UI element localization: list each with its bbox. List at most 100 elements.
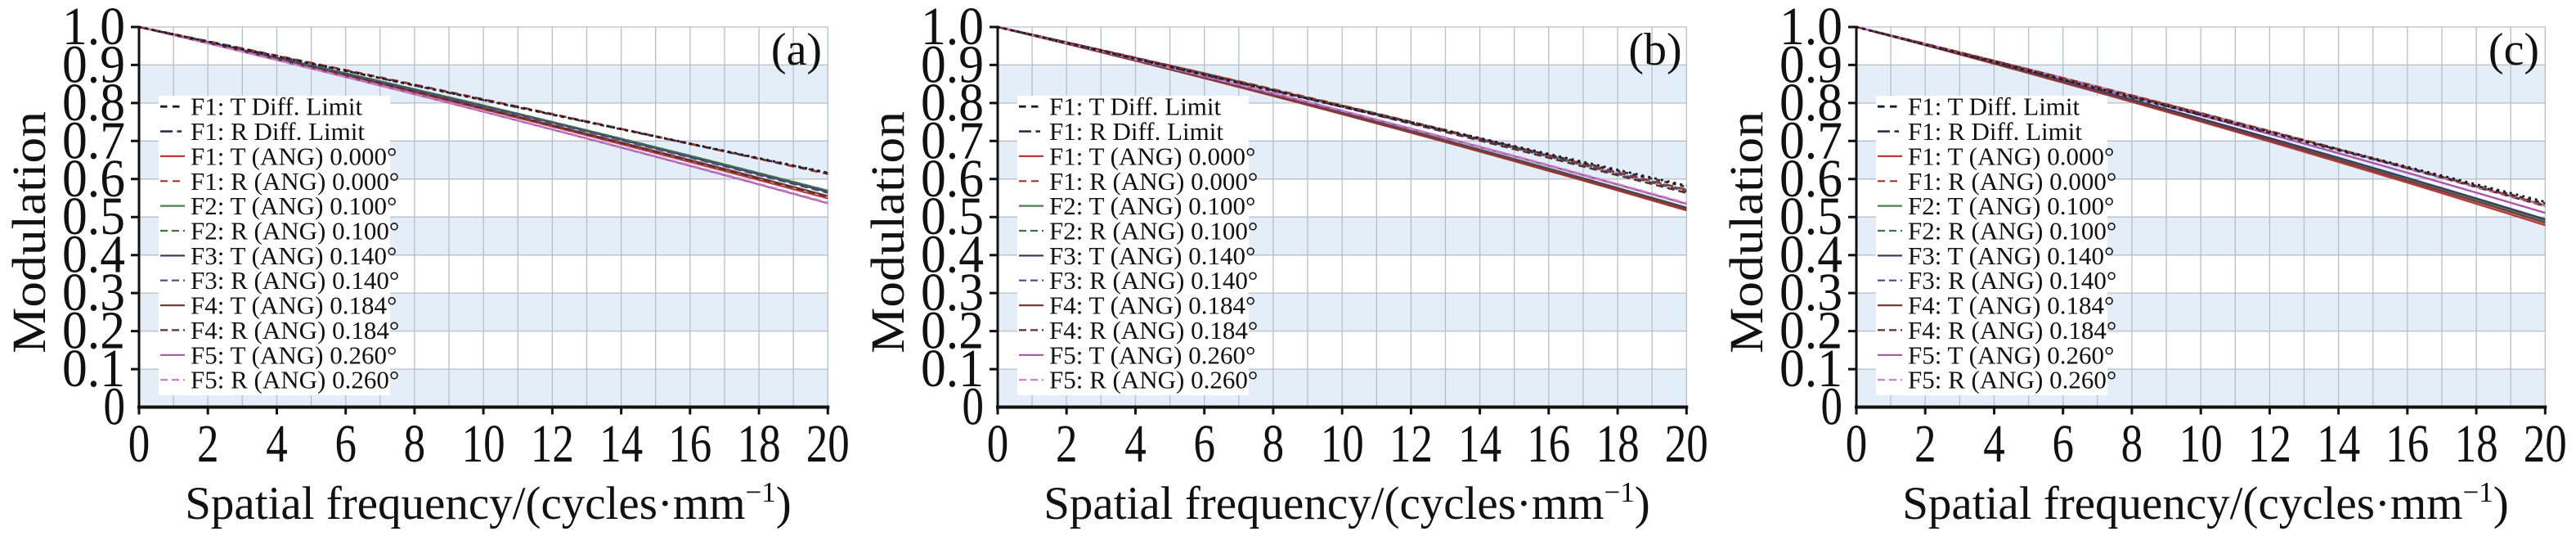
svg-text:F3: T (ANG) 0.140°: F3: T (ANG) 0.140° <box>1049 241 1255 270</box>
svg-text:F5: R (ANG) 0.260°: F5: R (ANG) 0.260° <box>1908 366 2116 394</box>
svg-text:F2: T (ANG) 0.100°: F2: T (ANG) 0.100° <box>191 191 397 220</box>
svg-text:0.6: 0.6 <box>921 149 984 209</box>
svg-text:20: 20 <box>806 414 850 474</box>
svg-text:2: 2 <box>197 414 219 474</box>
svg-text:12: 12 <box>1389 414 1433 474</box>
svg-text:0.4: 0.4 <box>1779 225 1842 285</box>
svg-text:F2: T (ANG) 0.100°: F2: T (ANG) 0.100° <box>1908 191 2114 220</box>
svg-text:F1: T (ANG) 0.000°: F1: T (ANG) 0.000° <box>1908 142 2114 170</box>
svg-text:(a): (a) <box>771 25 822 75</box>
svg-text:(b): (b) <box>1628 25 1681 75</box>
svg-text:0.7: 0.7 <box>921 110 984 170</box>
svg-text:16: 16 <box>668 414 711 474</box>
svg-text:Spatial frequency/(cycles·mm−1: Spatial frequency/(cycles·mm−1) <box>1902 476 2509 529</box>
svg-text:18: 18 <box>738 414 781 474</box>
svg-text:F1: T Diff. Limit: F1: T Diff. Limit <box>1049 92 1222 121</box>
svg-text:F5: R (ANG) 0.260°: F5: R (ANG) 0.260° <box>1049 366 1258 394</box>
svg-text:16: 16 <box>2385 414 2429 474</box>
svg-text:F1: R (ANG) 0.000°: F1: R (ANG) 0.000° <box>1049 167 1258 196</box>
svg-text:F1: R Diff. Limit: F1: R Diff. Limit <box>1908 117 2082 146</box>
svg-text:0.6: 0.6 <box>1779 149 1842 209</box>
svg-text:4: 4 <box>1124 414 1147 474</box>
svg-text:Spatial frequency/(cycles·mm−1: Spatial frequency/(cycles·mm−1) <box>1043 476 1650 529</box>
svg-text:F3: T (ANG) 0.140°: F3: T (ANG) 0.140° <box>1908 241 2114 270</box>
svg-text:F1: T Diff. Limit: F1: T Diff. Limit <box>191 92 363 121</box>
svg-text:Modulation: Modulation <box>1720 111 1773 354</box>
svg-text:2: 2 <box>1056 414 1078 474</box>
svg-text:0: 0 <box>104 377 126 437</box>
svg-text:0.9: 0.9 <box>62 34 125 94</box>
svg-text:0.9: 0.9 <box>1779 34 1842 94</box>
svg-text:8: 8 <box>1263 414 1285 474</box>
svg-text:0.8: 0.8 <box>1779 73 1842 133</box>
svg-text:14: 14 <box>1458 414 1501 474</box>
svg-text:0.8: 0.8 <box>62 73 125 133</box>
svg-text:F1: T (ANG) 0.000°: F1: T (ANG) 0.000° <box>1049 142 1255 170</box>
svg-text:0.7: 0.7 <box>62 110 125 170</box>
svg-text:20: 20 <box>1665 414 1708 474</box>
svg-text:0.2: 0.2 <box>62 301 125 361</box>
svg-text:F4: R (ANG) 0.184°: F4: R (ANG) 0.184° <box>1908 316 2116 345</box>
svg-text:1.0: 1.0 <box>1779 0 1842 56</box>
svg-text:F5: T (ANG) 0.260°: F5: T (ANG) 0.260° <box>1908 340 2114 369</box>
svg-text:1.0: 1.0 <box>921 0 984 56</box>
svg-text:4: 4 <box>266 414 288 474</box>
svg-text:(c): (c) <box>2488 25 2539 75</box>
svg-text:1.0: 1.0 <box>62 0 125 56</box>
svg-text:0.5: 0.5 <box>1779 187 1842 246</box>
svg-text:10: 10 <box>462 414 505 474</box>
svg-text:12: 12 <box>2248 414 2291 474</box>
svg-text:F1: R (ANG) 0.000°: F1: R (ANG) 0.000° <box>1908 167 2116 196</box>
svg-text:0: 0 <box>987 414 1009 474</box>
svg-text:0: 0 <box>963 377 985 437</box>
svg-text:18: 18 <box>1596 414 1640 474</box>
svg-text:F1: R Diff. Limit: F1: R Diff. Limit <box>1049 117 1223 146</box>
svg-text:0.4: 0.4 <box>62 225 125 285</box>
svg-text:F5: T (ANG) 0.260°: F5: T (ANG) 0.260° <box>191 340 397 369</box>
svg-text:0.1: 0.1 <box>62 339 125 399</box>
svg-text:Spatial frequency/(cycles·mm−1: Spatial frequency/(cycles·mm−1) <box>185 476 792 529</box>
svg-text:F2: R (ANG) 0.100°: F2: R (ANG) 0.100° <box>1049 217 1258 245</box>
svg-text:F5: R (ANG) 0.260°: F5: R (ANG) 0.260° <box>191 366 399 394</box>
svg-text:14: 14 <box>2317 414 2360 474</box>
svg-text:0.4: 0.4 <box>921 225 984 285</box>
svg-text:F2: T (ANG) 0.100°: F2: T (ANG) 0.100° <box>1049 191 1255 220</box>
svg-text:F4: T (ANG) 0.184°: F4: T (ANG) 0.184° <box>191 291 397 320</box>
svg-text:10: 10 <box>1321 414 1364 474</box>
svg-text:0.5: 0.5 <box>921 187 984 246</box>
svg-text:10: 10 <box>2179 414 2223 474</box>
svg-text:0.1: 0.1 <box>921 339 984 399</box>
svg-text:14: 14 <box>599 414 643 474</box>
svg-text:8: 8 <box>2121 414 2143 474</box>
svg-text:0: 0 <box>1846 414 1868 474</box>
svg-text:F2: R (ANG) 0.100°: F2: R (ANG) 0.100° <box>191 217 399 245</box>
svg-text:F2: R (ANG) 0.100°: F2: R (ANG) 0.100° <box>1908 217 2116 245</box>
svg-text:F4: T (ANG) 0.184°: F4: T (ANG) 0.184° <box>1908 291 2114 320</box>
svg-text:F1: T (ANG) 0.000°: F1: T (ANG) 0.000° <box>191 142 397 170</box>
svg-text:0.8: 0.8 <box>921 73 984 133</box>
svg-text:16: 16 <box>1527 414 1570 474</box>
svg-text:0.3: 0.3 <box>1779 263 1842 322</box>
svg-text:6: 6 <box>334 414 357 474</box>
svg-text:0: 0 <box>128 414 150 474</box>
svg-text:F5: T (ANG) 0.260°: F5: T (ANG) 0.260° <box>1049 340 1255 369</box>
svg-text:0.2: 0.2 <box>921 301 984 361</box>
svg-text:2: 2 <box>1914 414 1936 474</box>
svg-text:0.9: 0.9 <box>921 34 984 94</box>
svg-text:0: 0 <box>1821 377 1843 437</box>
svg-text:18: 18 <box>2455 414 2498 474</box>
svg-text:6: 6 <box>2052 414 2074 474</box>
svg-text:F3: T (ANG) 0.140°: F3: T (ANG) 0.140° <box>191 241 397 270</box>
svg-text:0.3: 0.3 <box>62 263 125 322</box>
svg-text:0.5: 0.5 <box>62 187 125 246</box>
svg-text:F3: R (ANG) 0.140°: F3: R (ANG) 0.140° <box>1049 266 1258 295</box>
svg-text:12: 12 <box>531 414 574 474</box>
svg-text:Modulation: Modulation <box>2 111 56 354</box>
svg-text:F1: R (ANG) 0.000°: F1: R (ANG) 0.000° <box>191 167 399 196</box>
svg-text:F4: T (ANG) 0.184°: F4: T (ANG) 0.184° <box>1049 291 1255 320</box>
svg-text:0.6: 0.6 <box>62 149 125 209</box>
svg-text:0.2: 0.2 <box>1779 301 1842 361</box>
svg-text:F1: R Diff. Limit: F1: R Diff. Limit <box>191 117 365 146</box>
svg-text:Modulation: Modulation <box>861 111 914 354</box>
svg-text:F4: R (ANG) 0.184°: F4: R (ANG) 0.184° <box>191 316 399 345</box>
